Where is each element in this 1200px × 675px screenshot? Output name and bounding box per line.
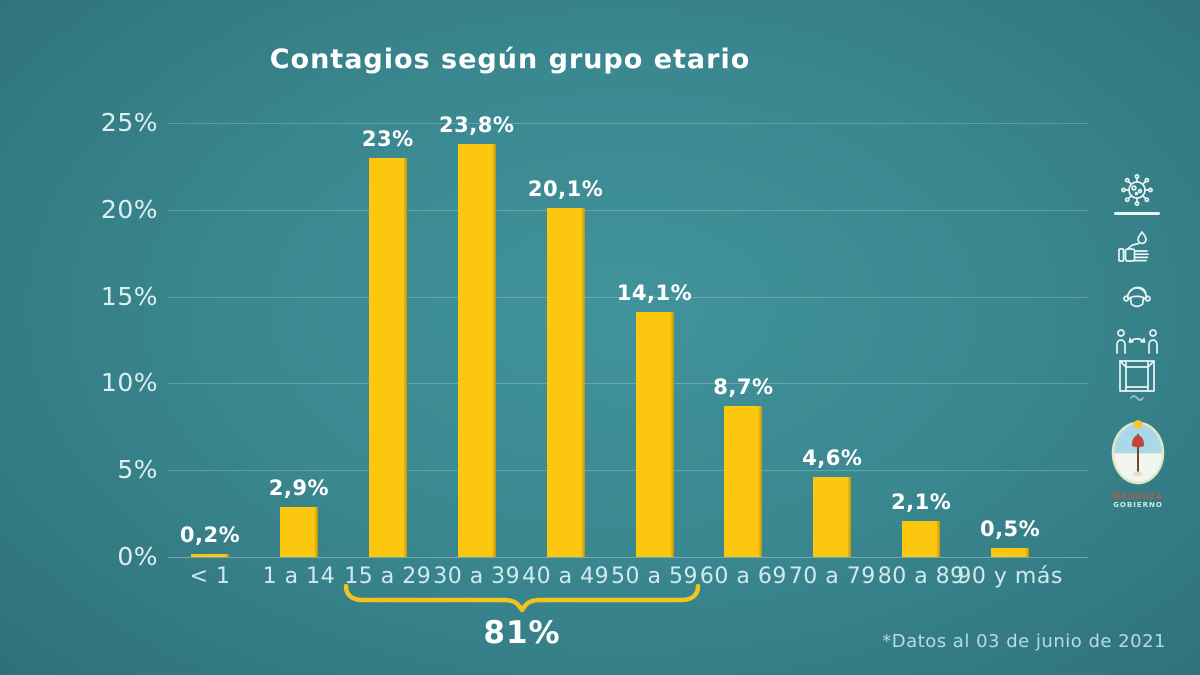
logo-text-line1: MENDOZA <box>1113 492 1163 501</box>
gridline-25% <box>168 123 1088 124</box>
virus-icon <box>1117 170 1157 210</box>
page-title: Contagios según grupo etario <box>269 44 751 75</box>
bar-value-label: 8,7% <box>713 374 774 399</box>
x-axis-tick-label: 90 y más <box>957 564 1063 589</box>
gridline-20% <box>168 209 1088 211</box>
bar-70-a-79 <box>813 477 852 557</box>
bar-value-label: 23% <box>361 126 414 151</box>
x-axis-tick-label: 1 a 14 <box>262 564 336 589</box>
x-axis-tick-label: 15 a 29 <box>344 564 432 589</box>
logo-text-line2: GOBIERNO <box>1113 501 1163 509</box>
y-axis-tick-label: 25% <box>100 108 158 137</box>
bar-30-a-39 <box>457 143 496 557</box>
x-axis-tick-label: < 1 <box>189 564 231 589</box>
bar-value-label: 2,1% <box>891 489 952 514</box>
gridline-5% <box>168 470 1088 472</box>
bar-<-1 <box>191 553 229 557</box>
bar-50-a-59 <box>635 312 674 557</box>
bar-value-label: 0,5% <box>979 517 1041 542</box>
x-axis-tick-label: 80 a 89 <box>877 564 965 589</box>
bar-value-label: 23,8% <box>439 112 515 137</box>
gridline-10% <box>168 383 1088 385</box>
bar-value-label: 14,1% <box>616 281 693 306</box>
x-axis-tick-label: 50 a 59 <box>611 564 698 589</box>
bar-90-y-más <box>991 548 1030 557</box>
bar-1-a-14 <box>279 506 318 557</box>
bar-40-a-49 <box>546 208 585 557</box>
y-axis-tick-label: 15% <box>100 281 158 311</box>
y-axis-tick-label: 10% <box>100 368 158 398</box>
mendoza-shield-icon <box>1111 420 1165 485</box>
curly-brace <box>343 583 701 613</box>
face-mask-icon <box>1117 277 1157 317</box>
bar-60-a-69 <box>724 405 763 557</box>
bar-15-a-29 <box>368 157 407 557</box>
y-axis-tick-label: 20% <box>100 194 158 224</box>
gridline-15% <box>168 296 1088 298</box>
mendoza-gobierno-logo: MENDOZA GOBIERNO <box>1108 420 1168 509</box>
x-axis-tick-label: 70 a 79 <box>788 564 876 589</box>
x-axis-tick-label: 40 a 49 <box>522 564 610 589</box>
social-distancing-icon <box>1115 328 1159 358</box>
x-axis-tick-label: 30 a 39 <box>433 564 521 589</box>
bar-value-label: 4,6% <box>802 446 863 471</box>
footnote: *Datos al 03 de junio de 2021 <box>882 631 1166 652</box>
x-axis-tick-label: 60 a 69 <box>699 564 787 589</box>
bar-value-label: 2,9% <box>268 475 330 500</box>
bar-value-label: 20,1% <box>527 177 604 202</box>
y-axis-tick-label: 5% <box>117 455 158 485</box>
hand-washing-icon <box>1115 229 1157 271</box>
bar-value-label: 0,2% <box>179 522 241 547</box>
bracket-annotation <box>343 583 701 614</box>
bar-80-a-89 <box>902 520 941 557</box>
gridline-0% <box>168 557 1088 558</box>
sidebar-divider <box>1114 212 1160 215</box>
y-axis-tick-label: 0% <box>117 542 158 571</box>
bracket-total-label: 81% <box>483 615 561 651</box>
open-window-ventilation-icon <box>1117 359 1157 403</box>
